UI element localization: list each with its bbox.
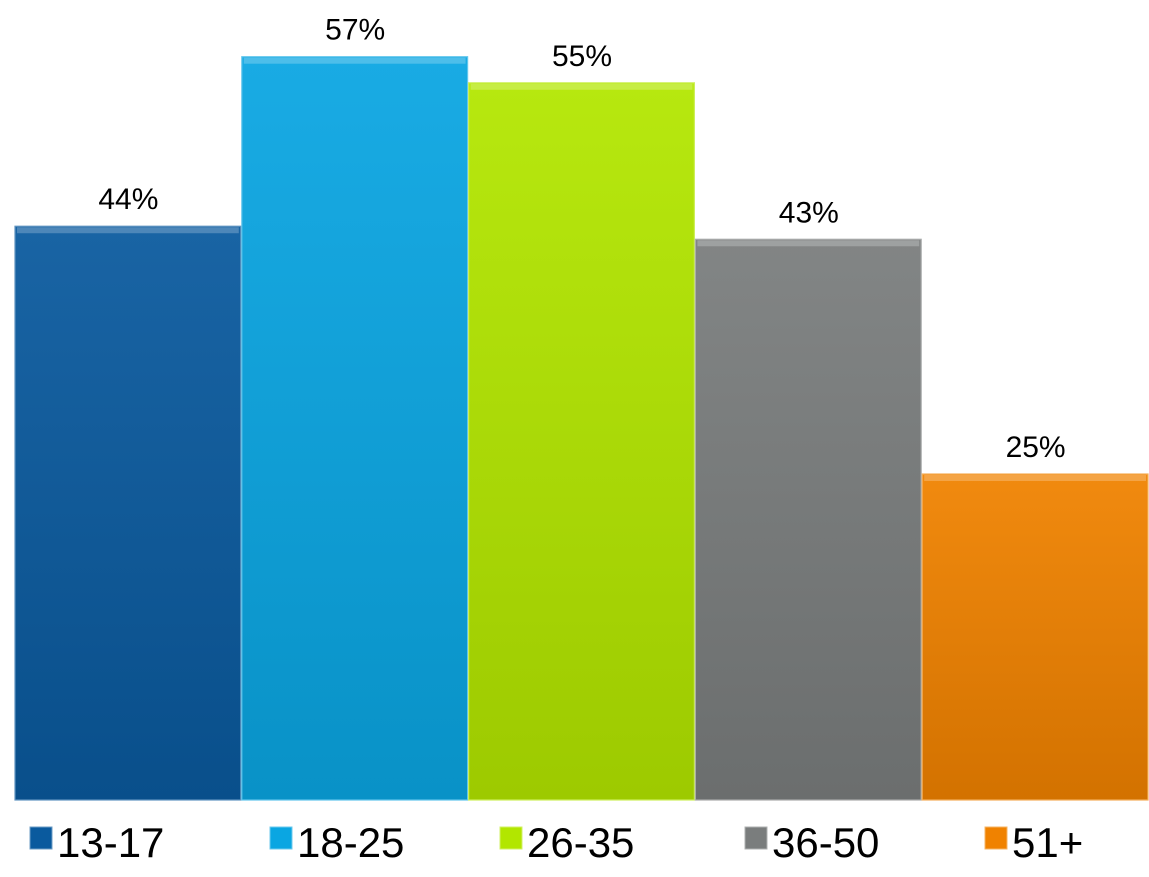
bar-highlight-26-35	[470, 83, 693, 90]
bar-13-17	[14, 225, 242, 801]
bar-highlight-13-17	[17, 227, 239, 234]
bar-18-25	[241, 56, 469, 801]
legend-label-13-17: 13-17	[57, 819, 164, 866]
data-labels-layer: 44% 57% 55% 43% 25%	[98, 14, 1065, 464]
data-label-51+: 25%	[1006, 431, 1066, 464]
legend-swatch-36-50	[744, 826, 768, 850]
data-label-26-35: 55%	[552, 40, 612, 73]
bar-51+	[921, 473, 1149, 801]
bar-highlight-18-25	[243, 57, 466, 64]
legend-swatch-51+	[984, 826, 1008, 850]
bar-26-35	[468, 82, 696, 801]
bars-layer	[14, 56, 1149, 801]
bar-36-50	[694, 238, 922, 801]
legend-label-26-35: 26-35	[527, 819, 634, 866]
legend-swatch-13-17	[29, 826, 53, 850]
legend-swatch-26-35	[499, 826, 523, 850]
data-label-36-50: 43%	[779, 196, 839, 229]
legend-label-36-50: 36-50	[772, 819, 879, 866]
legend: 13-17 18-25 26-35 36-50 51+	[29, 819, 1083, 866]
legend-label-18-25: 18-25	[297, 819, 404, 866]
bar-highlight-51+	[924, 475, 1146, 481]
bar-highlight-36-50	[697, 240, 920, 247]
data-label-13-17: 44%	[98, 183, 158, 216]
legend-swatch-18-25	[269, 826, 293, 850]
legend-label-51+: 51+	[1012, 819, 1083, 866]
data-label-18-25: 57%	[325, 14, 385, 47]
